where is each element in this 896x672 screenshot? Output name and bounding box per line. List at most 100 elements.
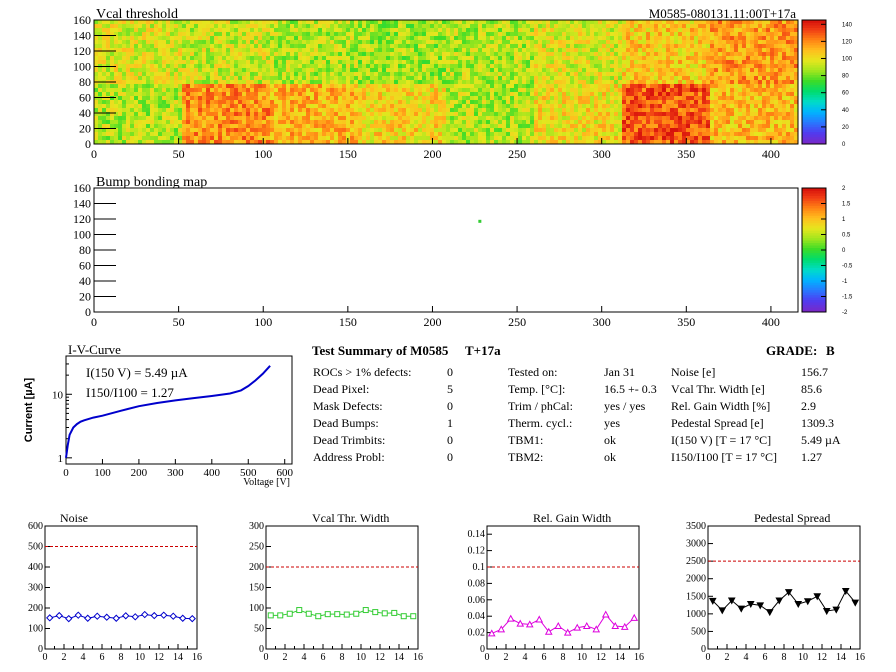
heatmap-cell: [306, 80, 310, 84]
heatmap-cell: [426, 124, 430, 128]
heatmap-cell: [414, 120, 418, 124]
heatmap-cell: [242, 120, 246, 124]
heatmap-cell: [702, 112, 706, 116]
heatmap-cell: [102, 20, 106, 24]
heatmap-cell: [310, 28, 314, 32]
heatmap-cell: [450, 60, 454, 64]
heatmap-cell: [302, 40, 306, 44]
heatmap-cell: [122, 128, 126, 132]
heatmap-cell: [582, 56, 586, 60]
heatmap-cell: [326, 112, 330, 116]
heatmap-cell: [678, 132, 682, 136]
heatmap-cell: [538, 36, 542, 40]
heatmap-cell: [734, 84, 738, 88]
heatmap-cell: [706, 100, 710, 104]
heatmap-cell: [622, 108, 626, 112]
heatmap-cell: [178, 128, 182, 132]
heatmap-cell: [150, 108, 154, 112]
heatmap-cell: [722, 52, 726, 56]
heatmap-cell: [658, 136, 662, 140]
heatmap-cell: [478, 72, 482, 76]
heatmap-cell: [494, 32, 498, 36]
heatmap-cell: [234, 108, 238, 112]
heatmap-cell: [494, 128, 498, 132]
heatmap-cell: [418, 28, 422, 32]
heatmap-cell: [562, 136, 566, 140]
heatmap-cell: [654, 104, 658, 108]
heatmap-cell: [322, 32, 326, 36]
heatmap-cell: [666, 84, 670, 88]
heatmap-cell: [286, 108, 290, 112]
heatmap-cell: [550, 44, 554, 48]
heatmap-cell: [638, 36, 642, 40]
heatmap-cell: [146, 116, 150, 120]
heatmap-cell: [290, 76, 294, 80]
heatmap-cell: [570, 52, 574, 56]
heatmap-cell: [318, 140, 322, 144]
heatmap-cell: [622, 120, 626, 124]
heatmap-cell: [530, 76, 534, 80]
heatmap-cell: [346, 100, 350, 104]
heatmap-cell: [270, 96, 274, 100]
heatmap-cell: [342, 68, 346, 72]
heatmap-cell: [394, 28, 398, 32]
heatmap-cell: [698, 140, 702, 144]
heatmap-cell: [570, 56, 574, 60]
heatmap-cell: [366, 120, 370, 124]
heatmap-cell: [242, 64, 246, 68]
heatmap-cell: [574, 36, 578, 40]
heatmap-cell: [666, 48, 670, 52]
heatmap-cell: [302, 48, 306, 52]
heatmap-cell: [166, 124, 170, 128]
heatmap-cell: [538, 28, 542, 32]
heatmap-cell: [102, 56, 106, 60]
heatmap-cell: [462, 124, 466, 128]
heatmap-cell: [654, 108, 658, 112]
heatmap-cell: [626, 136, 630, 140]
heatmap-cell: [390, 76, 394, 80]
heatmap-cell: [718, 56, 722, 60]
heatmap-cell: [558, 88, 562, 92]
heatmap-cell: [118, 52, 122, 56]
heatmap-cell: [210, 68, 214, 72]
heatmap-cell: [670, 136, 674, 140]
heatmap-cell: [602, 136, 606, 140]
heatmap-cell: [474, 72, 478, 76]
heatmap-cell: [402, 132, 406, 136]
heatmap-cell: [418, 64, 422, 68]
heatmap-cell: [362, 132, 366, 136]
heatmap-cell: [698, 48, 702, 52]
heatmap-cell: [646, 72, 650, 76]
heatmap-cell: [646, 80, 650, 84]
heatmap-cell: [442, 56, 446, 60]
heatmap-cell: [734, 40, 738, 44]
heatmap-cell: [406, 36, 410, 40]
heatmap-cell: [242, 44, 246, 48]
heatmap-cell: [690, 96, 694, 100]
heatmap-cell: [294, 96, 298, 100]
heatmap-cell: [718, 32, 722, 36]
heatmap-cell: [354, 52, 358, 56]
heatmap-cell: [150, 88, 154, 92]
heatmap-cell: [110, 24, 114, 28]
heatmap-cell: [702, 68, 706, 72]
heatmap-cell: [102, 140, 106, 144]
heatmap-cell: [114, 120, 118, 124]
heatmap-cell: [686, 116, 690, 120]
heatmap-cell: [398, 136, 402, 140]
heatmap-cell: [266, 84, 270, 88]
heatmap-cell: [514, 136, 518, 140]
heatmap-cell: [350, 48, 354, 52]
heatmap-cell: [674, 20, 678, 24]
heatmap-cell: [486, 108, 490, 112]
heatmap-cell: [554, 96, 558, 100]
heatmap-cell: [682, 116, 686, 120]
heatmap-cell: [478, 88, 482, 92]
heatmap-cell: [234, 88, 238, 92]
heatmap-cell: [462, 24, 466, 28]
heatmap-cell: [354, 64, 358, 68]
heatmap-cell: [370, 100, 374, 104]
heatmap-cell: [702, 72, 706, 76]
heatmap-cell: [338, 124, 342, 128]
heatmap-cell: [382, 68, 386, 72]
